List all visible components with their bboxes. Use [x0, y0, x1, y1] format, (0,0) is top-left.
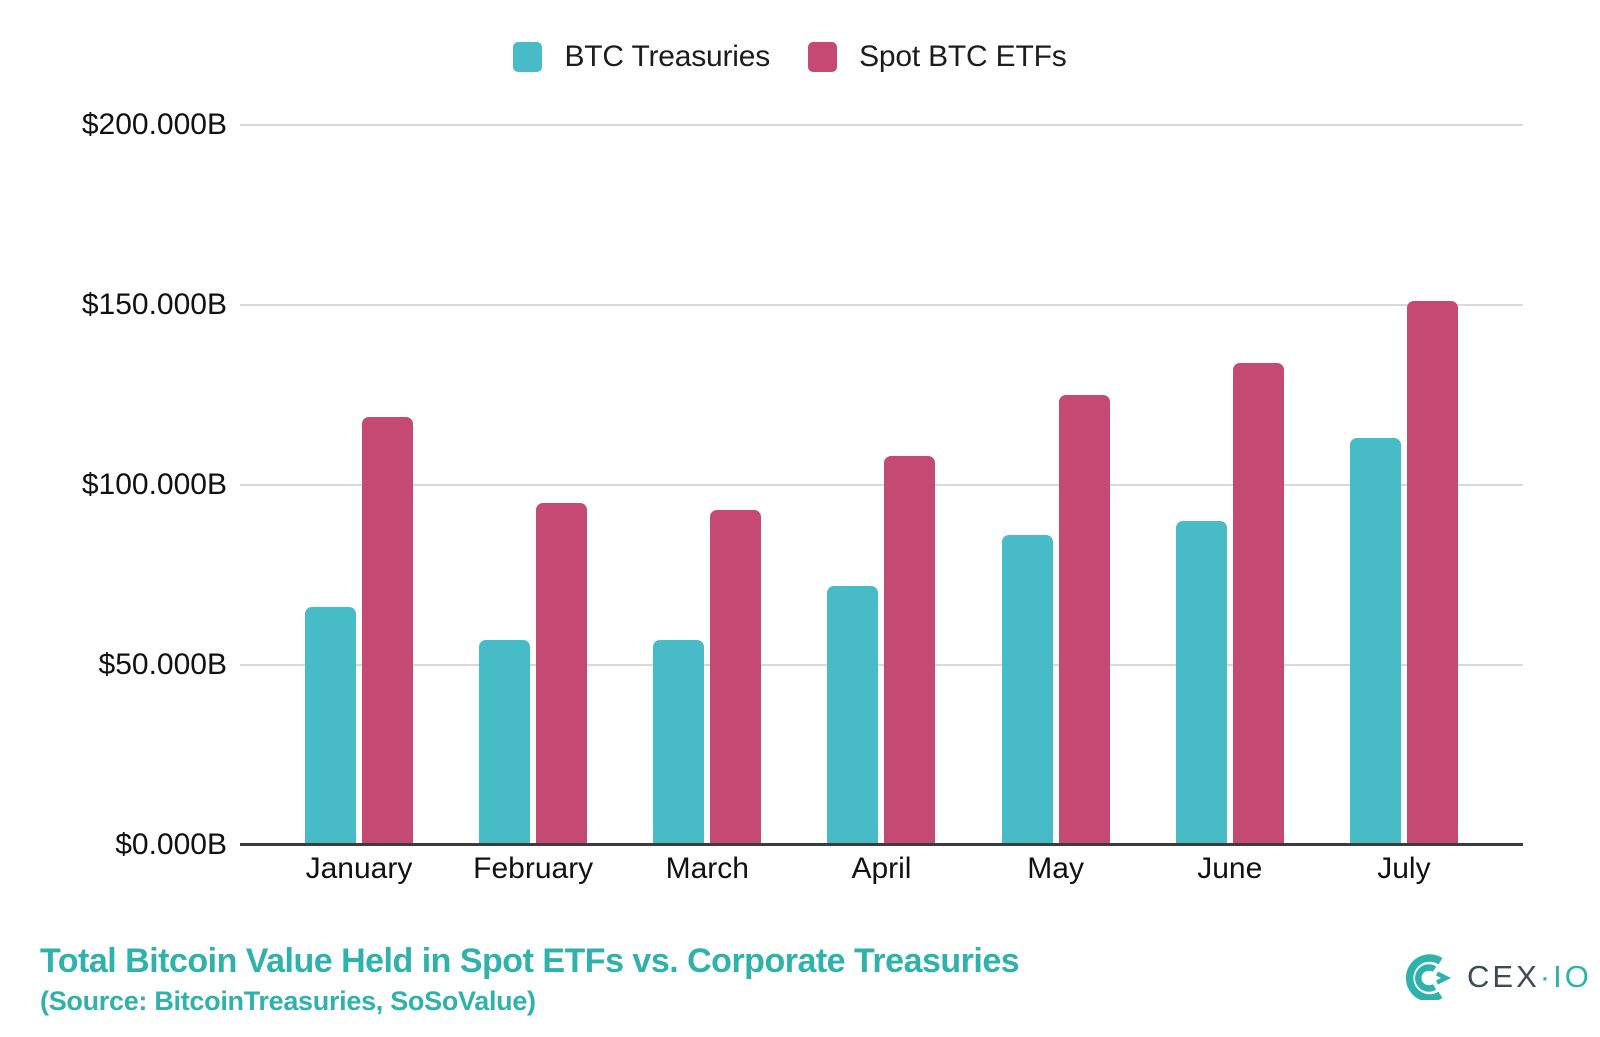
bar-spot-btc-etfs-january	[362, 416, 413, 845]
chart-source: (Source: BitcoinTreasuries, SoSoValue)	[40, 986, 536, 1016]
bar-spot-btc-etfs-july	[1406, 301, 1458, 845]
y-axis-tick-label: $200.000B	[81, 108, 227, 141]
y-axis: $200.000B $150.000B $100.000B $50.000B $0.00…	[0, 108, 227, 861]
bar-group-march	[653, 125, 762, 845]
plot-area	[240, 124, 1523, 846]
bar-btc-treasuries-may	[1001, 535, 1053, 845]
legend-label-btc-treasuries: BTC Treasuries	[564, 40, 771, 73]
x-axis-label: January	[305, 852, 413, 885]
bar-btc-treasuries-april	[827, 585, 879, 845]
bar-group-april	[827, 125, 936, 845]
x-axis-label-july: July	[1350, 852, 1458, 886]
bar-spot-btc-etfs-march	[710, 510, 762, 845]
bar-btc-treasuries-january	[305, 607, 356, 845]
bar-group-may	[1001, 125, 1110, 845]
x-axis-label: April	[851, 852, 912, 885]
x-axis-label: July	[1377, 852, 1431, 885]
y-axis-tick-label: $150.000B	[81, 288, 227, 321]
x-axis: January February March April May June July	[240, 852, 1523, 886]
legend-item-btc-treasuries: BTC Treasuries	[513, 40, 770, 74]
cexio-logo-text-dot: ·	[1539, 959, 1554, 994]
x-axis-label-march: March	[653, 852, 761, 886]
bar-group-june	[1175, 125, 1284, 845]
y-axis-tick-label: $100.000B	[81, 468, 227, 501]
x-axis-label-april: April	[827, 852, 935, 886]
bar-btc-treasuries-march	[653, 639, 705, 845]
cexio-logo: CEX·IO	[1404, 954, 1592, 1000]
legend-swatch-btc-treasuries	[513, 42, 543, 72]
bar-btc-treasuries-june	[1175, 521, 1227, 845]
cexio-logo-text: CEX·IO	[1467, 959, 1592, 995]
legend-label-spot-btc-etfs: Spot BTC ETFs	[859, 40, 1067, 73]
x-axis-label: February	[473, 852, 594, 885]
gridline	[240, 304, 1523, 306]
gridline	[240, 124, 1523, 126]
x-axis-line	[240, 843, 1523, 846]
x-axis-label-january: January	[305, 852, 413, 886]
chart-title: Total Bitcoin Value Held in Spot ETFs vs…	[40, 942, 1020, 980]
legend-item-spot-btc-etfs: Spot BTC ETFs	[808, 40, 1067, 74]
gridline	[240, 484, 1523, 486]
x-axis-label: June	[1197, 852, 1263, 885]
bar-spot-btc-etfs-june	[1232, 362, 1284, 845]
x-axis-label: May	[1027, 852, 1084, 885]
bar-group-july	[1349, 125, 1458, 845]
bar-group-january	[305, 125, 413, 845]
gridline	[240, 664, 1523, 666]
cexio-logo-icon	[1405, 954, 1452, 1000]
bar-spot-btc-etfs-april	[884, 456, 936, 845]
bar-spot-btc-etfs-february	[536, 503, 588, 845]
bar-group-february	[479, 125, 588, 845]
x-axis-label-february: February	[473, 852, 593, 886]
y-axis-tick-label: $0.000B	[115, 828, 227, 861]
x-axis-label-june: June	[1176, 852, 1284, 886]
cexio-logo-text-io: IO	[1553, 959, 1592, 994]
y-axis-tick-label: $50.000B	[98, 648, 227, 681]
bar-series-container	[240, 125, 1523, 845]
x-axis-label-may: May	[1002, 852, 1110, 886]
bar-btc-treasuries-july	[1349, 438, 1401, 845]
x-axis-label: March	[665, 852, 749, 885]
legend-swatch-spot-btc-etfs	[808, 42, 838, 72]
bar-spot-btc-etfs-may	[1058, 395, 1110, 845]
bar-btc-treasuries-february	[479, 639, 531, 845]
chart-legend: BTC Treasuries Spot BTC ETFs	[0, 40, 1590, 74]
cexio-logo-text-cex: CEX	[1467, 959, 1540, 994]
